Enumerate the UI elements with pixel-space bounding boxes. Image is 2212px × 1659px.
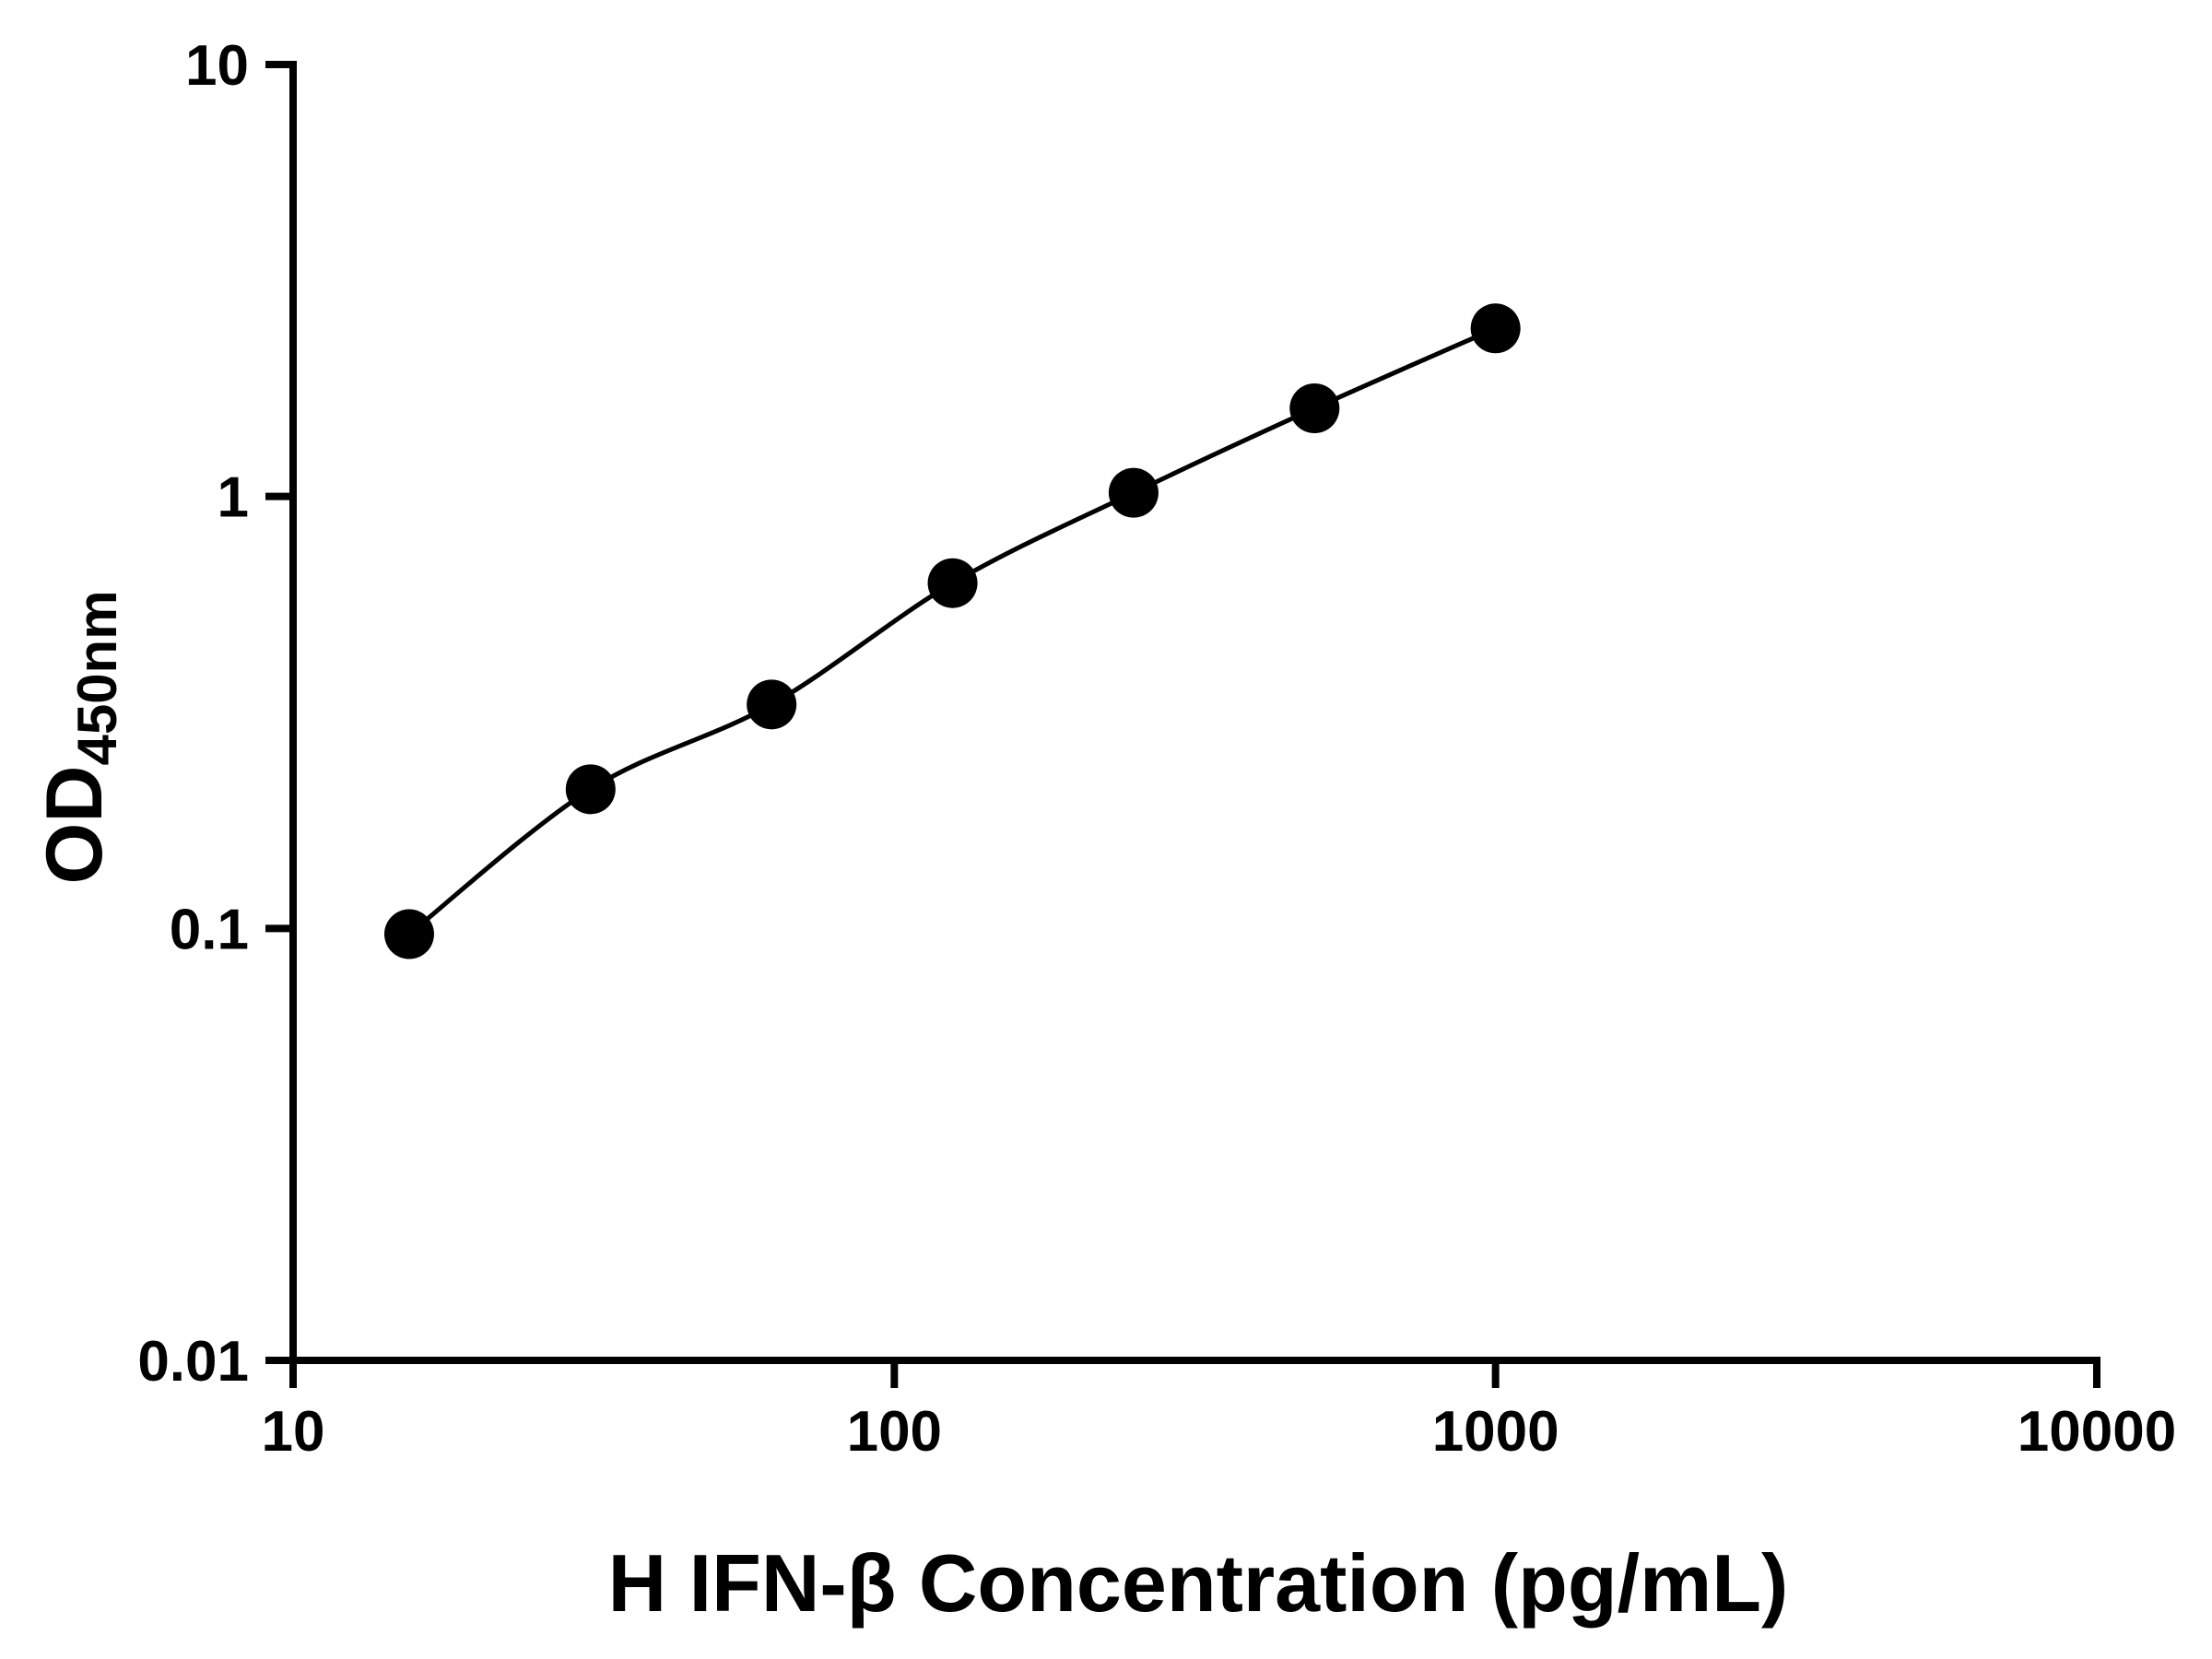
x-axis-title: H IFN-β Concentration (pg/mL) xyxy=(608,1537,1789,1629)
x-tick-label: 10 xyxy=(262,1400,325,1464)
y-tick-label: 10 xyxy=(185,34,249,98)
series-layer xyxy=(383,303,1521,959)
axis-spine xyxy=(289,61,2100,1364)
axes-layer xyxy=(289,61,2100,1364)
data-point xyxy=(383,909,434,959)
data-point xyxy=(1470,303,1521,354)
y-axis-title: OD450nm xyxy=(30,590,128,884)
x-tick-label: 10000 xyxy=(2018,1400,2176,1464)
y-tick-label: 0.01 xyxy=(137,1330,249,1394)
y-axis-title-subscript: 450nm xyxy=(66,590,128,765)
data-point xyxy=(747,679,797,730)
y-tick-label: 0.1 xyxy=(170,898,249,961)
data-point xyxy=(1108,467,1159,518)
data-point xyxy=(565,764,616,815)
x-tick-label: 1000 xyxy=(1432,1400,1559,1464)
data-point xyxy=(927,558,978,608)
tick-labels-layer: 10 100 1000 10000 0.01 0.1 1 10 xyxy=(137,34,2176,1464)
ticks-layer xyxy=(265,61,2100,1388)
y-tick-label: 1 xyxy=(218,466,249,530)
x-tick-label: 100 xyxy=(847,1400,942,1464)
data-point xyxy=(1289,383,1340,434)
y-axis-title-main: OD xyxy=(30,766,119,885)
